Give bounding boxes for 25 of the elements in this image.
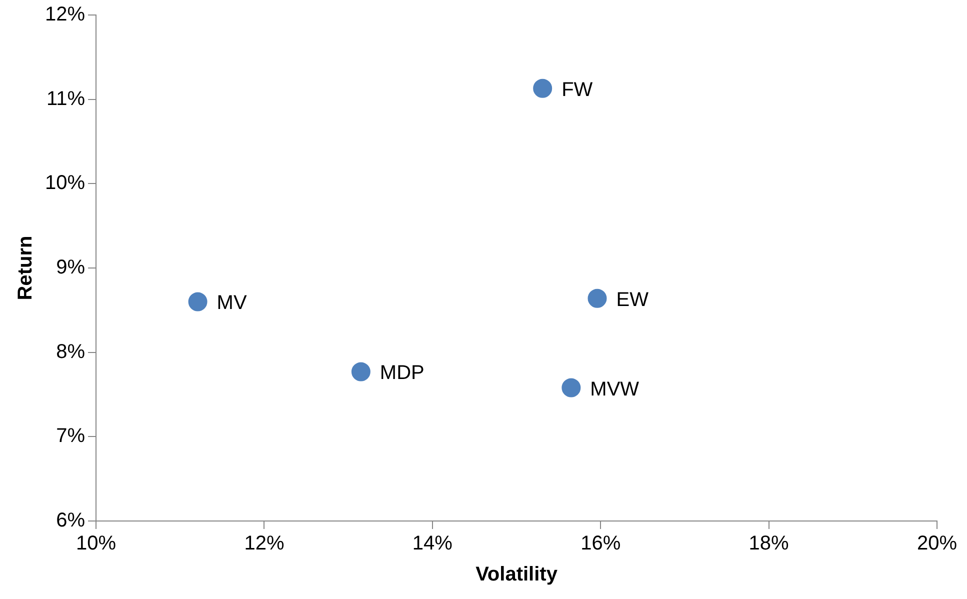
y-axis-title: Return — [14, 236, 37, 300]
series-label: EW — [616, 288, 649, 311]
point — [188, 292, 208, 312]
y-tick-label: 10% — [45, 172, 86, 194]
series-label: MDP — [380, 362, 424, 384]
x-tick-label: 16% — [580, 532, 621, 555]
x-axis-title: Volatility — [476, 564, 558, 586]
y-tick-label: 11% — [46, 88, 86, 110]
point — [533, 78, 552, 98]
series-label: MV — [216, 292, 248, 314]
x-tick-label: 10% — [76, 532, 116, 555]
y-tick-label: 8% — [56, 340, 86, 363]
y-tick-label: 9% — [56, 256, 86, 279]
x-tick-label: 18% — [748, 532, 790, 555]
point — [588, 288, 607, 308]
point — [351, 362, 370, 382]
series-label: FW — [562, 78, 593, 101]
point — [562, 378, 581, 398]
y-tick-label: 6% — [56, 510, 86, 532]
series-label: MVW — [590, 378, 640, 400]
x-tick-label: 12% — [244, 532, 284, 555]
x-tick-label: 14% — [412, 532, 453, 555]
y-tick-label: 7% — [56, 425, 86, 448]
y-tick-label: 12% — [45, 4, 86, 26]
x-tick-label: 20% — [916, 532, 958, 555]
